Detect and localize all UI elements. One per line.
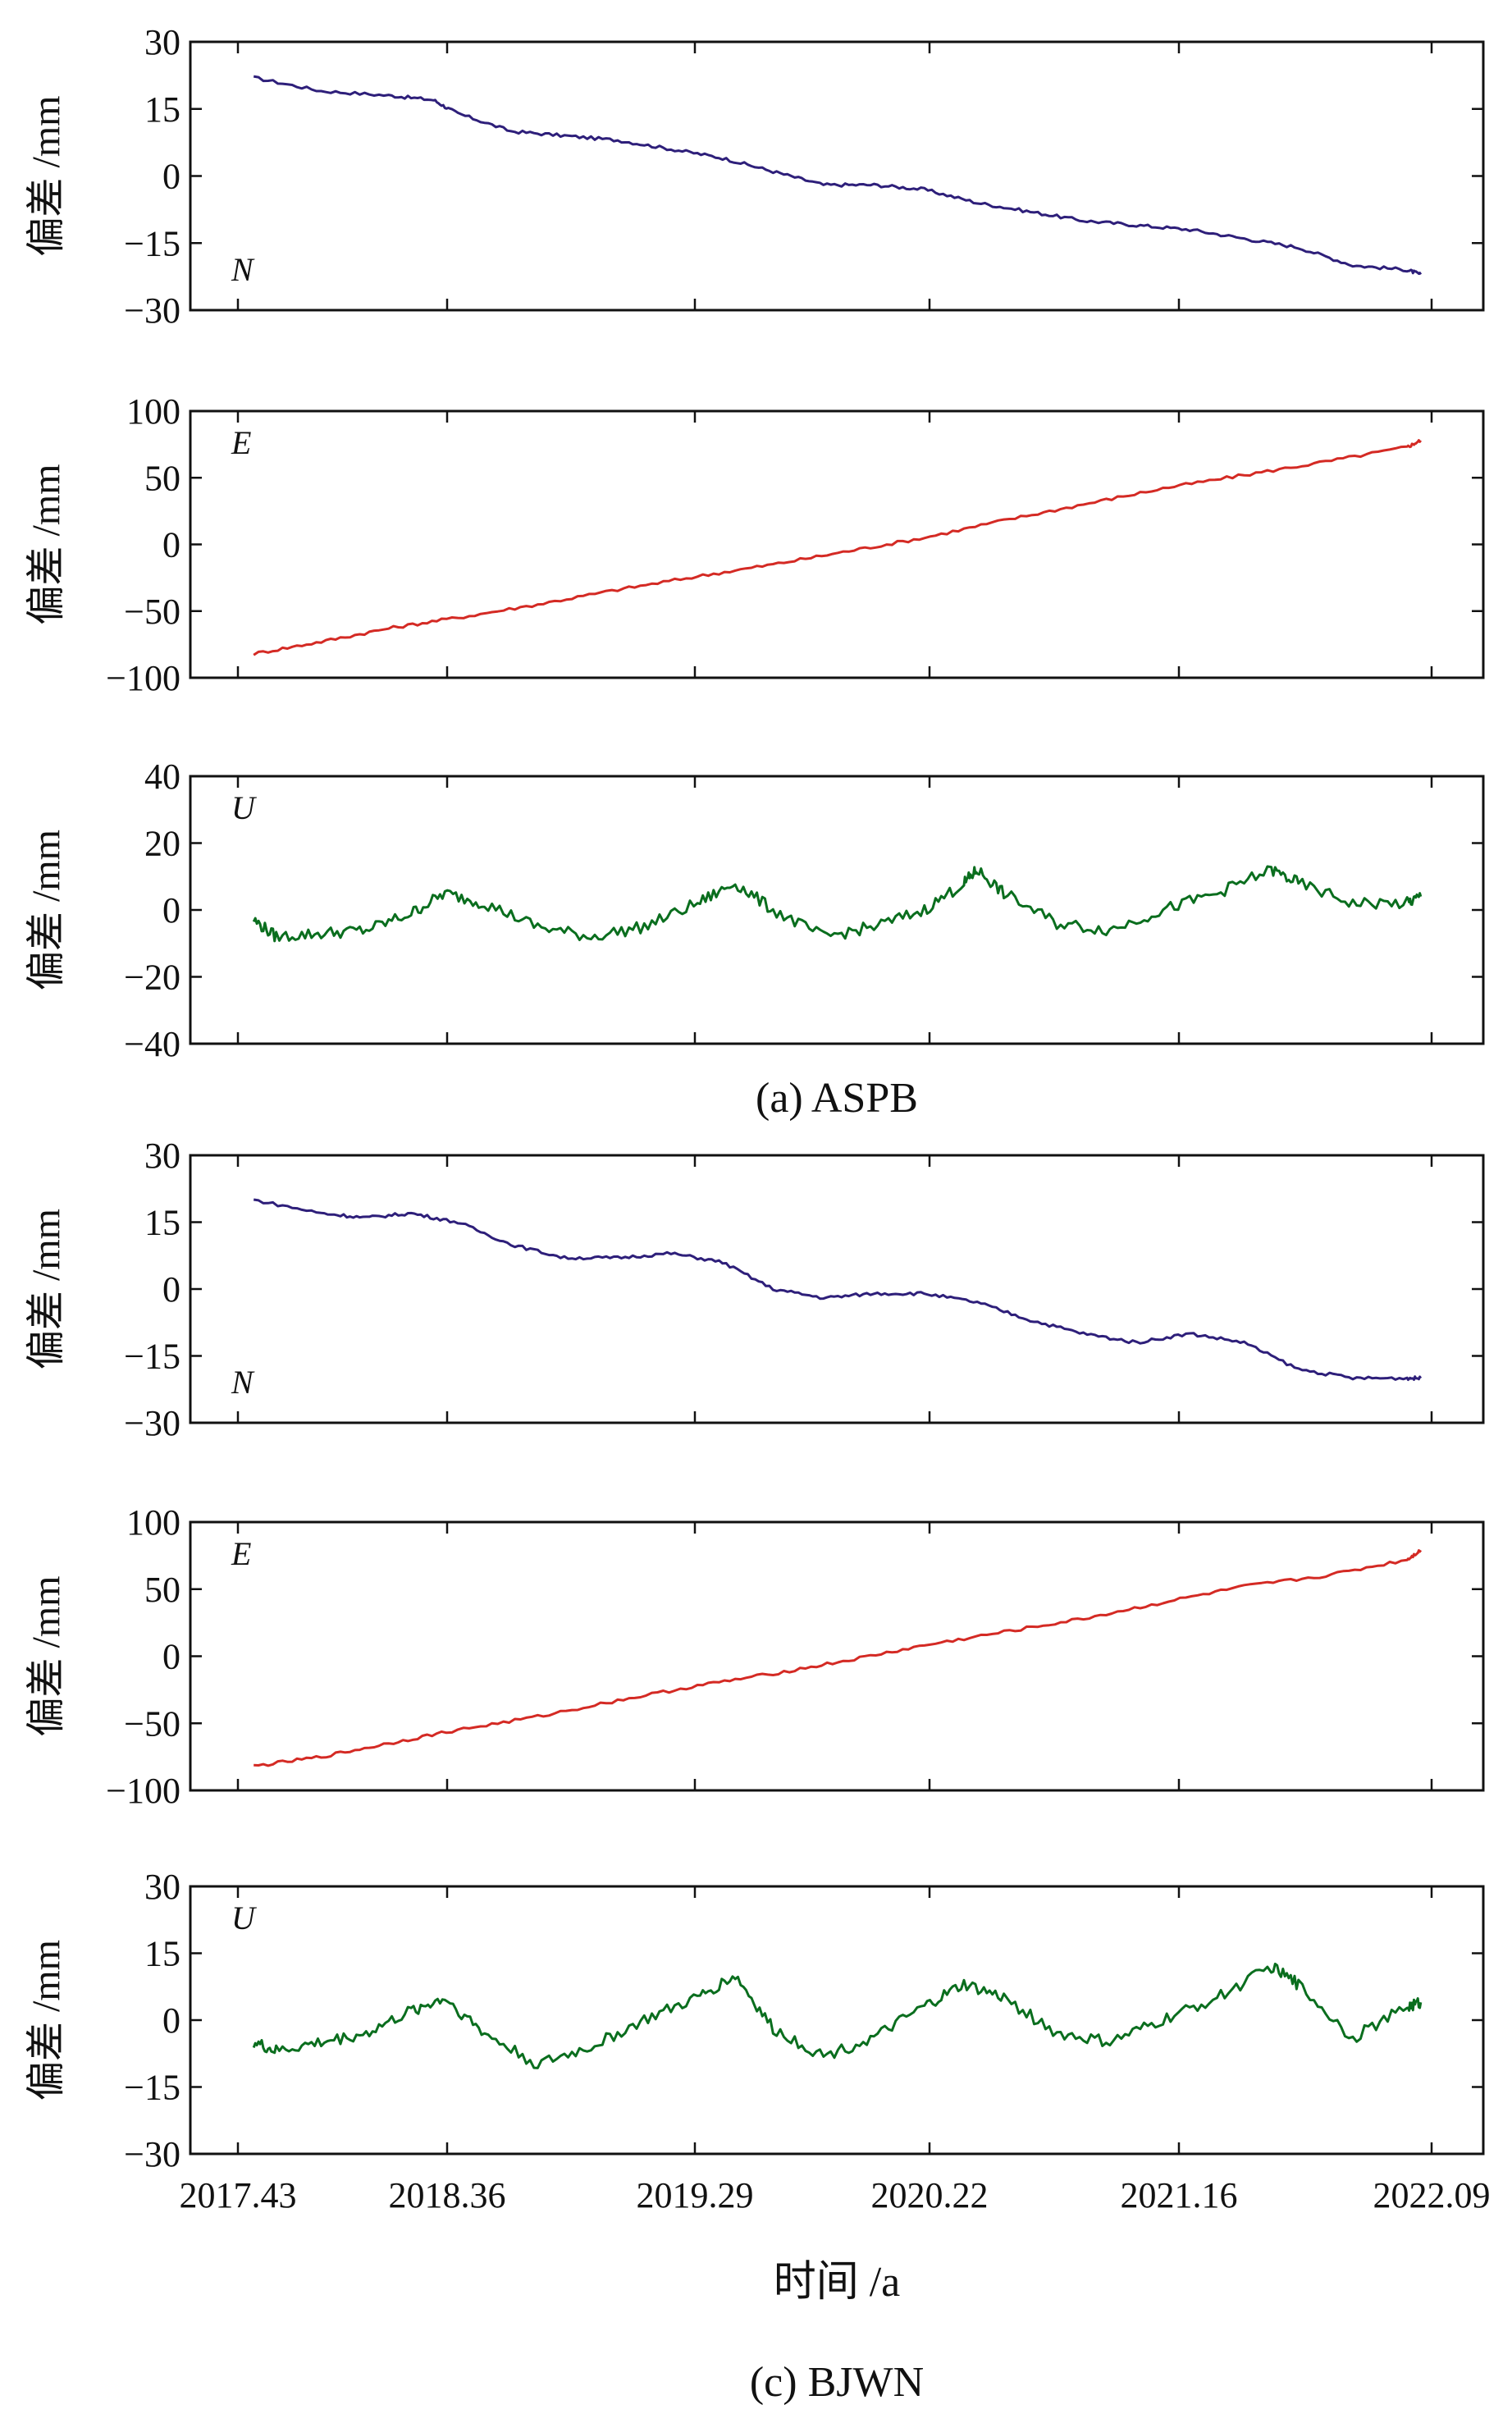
y-tick-label: 20 [144, 824, 180, 864]
series-u-line [252, 865, 1423, 943]
panel-bjwn-u: 30 15 0 −15 −30 偏差 /mm U [25, 1867, 1485, 2174]
x-tick-label: 2022.09 [1373, 2175, 1491, 2215]
panel-bjwn-e: 100 50 0 −50 −100 偏差 /mm E [25, 1502, 1485, 1811]
x-axis-title: 时间 /a [774, 2259, 901, 2306]
y-tick-label: −30 [124, 1403, 180, 1443]
series-n-line [253, 1198, 1423, 1382]
y-tick-label: 0 [162, 525, 180, 565]
series-e-line [254, 1549, 1423, 1767]
series-n-line [253, 75, 1423, 276]
panel-aspb-n: 30 15 0 −15 −30 偏差 /mm N [25, 22, 1485, 331]
y-tick-label: 0 [162, 157, 180, 197]
plot-frame [189, 40, 1485, 312]
panel-aspb-e: 100 50 0 −50 −100 偏差 /mm E [25, 391, 1485, 698]
plot-frame [189, 1520, 1485, 1792]
caption-bjwn: (c) BJWN [750, 2359, 924, 2406]
y-tick-label: 100 [126, 1502, 180, 1543]
component-label: E [231, 424, 251, 461]
y-tick-label: −15 [124, 2068, 180, 2108]
y-tick-label: −100 [106, 658, 180, 698]
y-tick-label: −20 [124, 958, 180, 998]
y-tick-label: −30 [124, 290, 180, 331]
x-tick-label: 2017.43 [180, 2175, 297, 2215]
y-tick-label: 30 [144, 1867, 180, 1907]
y-tick-label: 15 [144, 1934, 180, 1974]
x-tick-label: 2019.29 [637, 2175, 754, 2215]
x-tick-label: 2018.36 [389, 2175, 506, 2215]
series-u-line [252, 1963, 1423, 2069]
y-tick-label: −50 [124, 1703, 180, 1744]
y-tick-label: 100 [126, 391, 180, 432]
y-axis-label: 偏差 /mm [25, 830, 68, 990]
x-tick-label: 2021.16 [1121, 2175, 1238, 2215]
x-tick-label: 2020.22 [871, 2175, 989, 2215]
y-tick-label: −50 [124, 592, 180, 632]
y-tick-label: −40 [124, 1024, 180, 1064]
plot-frame [189, 1154, 1485, 1424]
y-axis-label: 偏差 /mm [25, 1209, 68, 1369]
component-label: U [231, 1900, 258, 1936]
component-label: N [231, 251, 255, 288]
panel-aspb-u: 40 20 0 −20 −40 偏差 /mm U [25, 757, 1485, 1064]
plot-frame [189, 409, 1485, 679]
y-tick-label: 30 [144, 1136, 180, 1176]
y-axis-label: 偏差 /mm [25, 1575, 68, 1736]
plot-frame [189, 775, 1485, 1045]
y-tick-label: 0 [162, 1269, 180, 1310]
series-e-line [253, 439, 1422, 656]
y-axis-label: 偏差 /mm [25, 464, 68, 624]
y-tick-label: −30 [124, 2134, 180, 2174]
y-tick-label: 50 [144, 458, 180, 498]
y-tick-label: 40 [144, 757, 180, 797]
y-tick-label: 15 [144, 89, 180, 130]
component-label: U [231, 789, 258, 826]
y-axis-label: 偏差 /mm [25, 1940, 68, 2101]
caption-aspb: (a) ASPB [756, 1075, 918, 1122]
y-tick-label: −15 [124, 223, 180, 263]
y-tick-label: 0 [162, 890, 180, 930]
component-label: E [231, 1535, 251, 1572]
y-tick-label: 0 [162, 2000, 180, 2041]
panel-bjwn-n: 30 15 0 −15 −30 偏差 /mm N [25, 1136, 1485, 1443]
y-tick-label: −100 [106, 1771, 180, 1811]
y-tick-label: 15 [144, 1203, 180, 1243]
y-tick-label: 30 [144, 22, 180, 62]
y-axis-label: 偏差 /mm [25, 95, 68, 256]
component-label: N [231, 1364, 255, 1401]
y-tick-label: −15 [124, 1337, 180, 1377]
y-tick-label: 0 [162, 1637, 180, 1677]
y-tick-label: 50 [144, 1570, 180, 1610]
plot-frame [189, 1885, 1485, 2156]
